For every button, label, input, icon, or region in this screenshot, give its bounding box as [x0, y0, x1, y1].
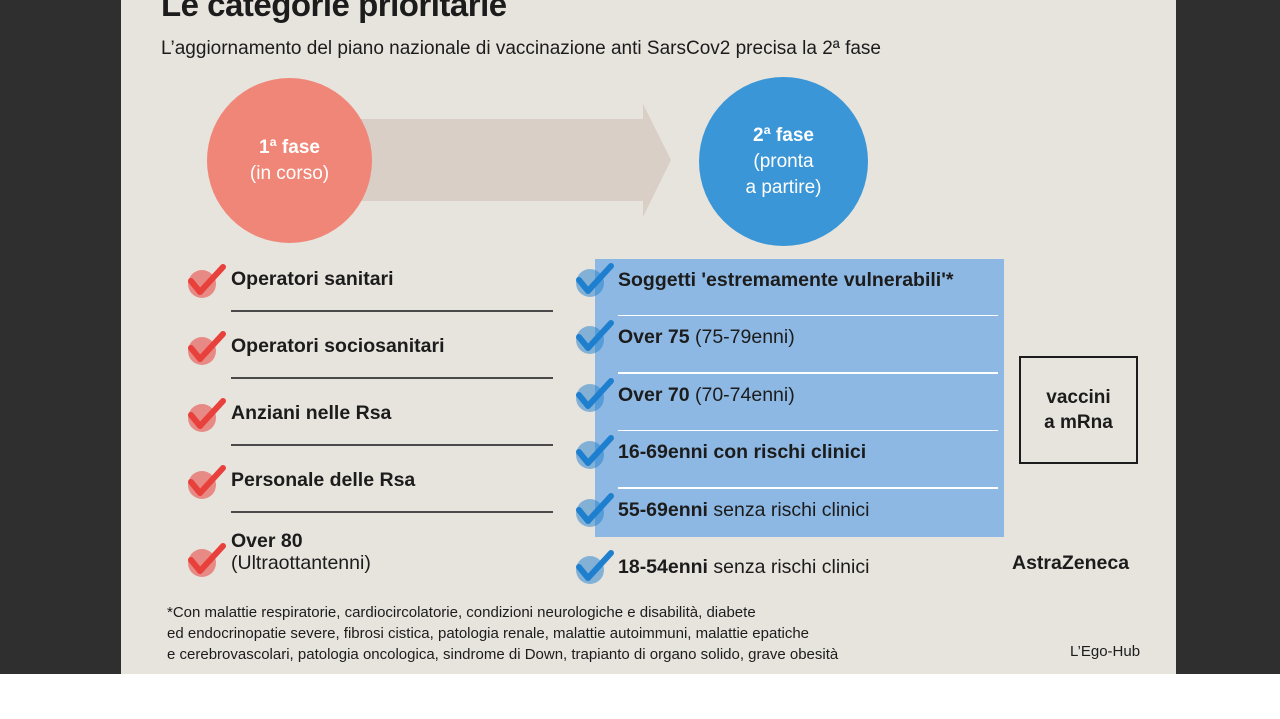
- item-divider: [618, 487, 998, 489]
- phase2-title: 2ª fase: [753, 124, 814, 146]
- blue-check-icon: [576, 377, 614, 412]
- mrna-vaccine-label: vaccini a mRna: [1019, 356, 1138, 464]
- phase2-item-text: Over 70 (70-74enni): [618, 383, 795, 406]
- phase2-item-text: Soggetti 'estremamente vulnerabili'*: [618, 269, 954, 291]
- phase2-status-line1: (pronta: [753, 150, 814, 172]
- item-divider: [231, 310, 553, 312]
- phase2-item: 18-54enni senza rischi clinici: [573, 546, 1004, 603]
- phase2-item-text: 18-54enni senza rischi clinici: [618, 555, 870, 578]
- mrna-label-line2: a mRna: [1044, 412, 1113, 433]
- blue-check-icon: [576, 549, 614, 584]
- phase1-item-text: Operatori sociosanitari: [231, 335, 445, 357]
- item-divider: [231, 511, 553, 513]
- phase2-item: 16-69enni con rischi clinici: [573, 431, 1004, 489]
- right-dark-margin: [1176, 0, 1280, 674]
- phase1-status: (in corso): [249, 162, 330, 184]
- footnote-line: e cerebrovascolari, patologia oncologica…: [167, 646, 839, 663]
- item-divider: [618, 429, 998, 432]
- phase1-item-text: Operatori sanitari: [231, 268, 394, 290]
- blue-check-icon: [576, 435, 614, 470]
- phase2-category-list: Soggetti 'estremamente vulnerabili'* Ove…: [573, 259, 1004, 603]
- phase2-item: Soggetti 'estremamente vulnerabili'*: [573, 259, 1004, 317]
- arrow-shape: [351, 104, 671, 217]
- mrna-highlight-box: [595, 259, 1004, 537]
- red-check-icon: [188, 465, 226, 499]
- phase2-item: Over 75 (75-79enni): [573, 316, 1004, 374]
- phase1-item-text: Over 80 (Ultraottantenni): [231, 530, 371, 574]
- footnote-line: ed endocrinopatie severe, fibrosi cistic…: [167, 625, 810, 642]
- item-divider: [618, 372, 998, 374]
- footnote: *Con malattie respiratorie, cardiocircol…: [167, 602, 987, 665]
- phase2-status-line2: a partire): [745, 176, 822, 198]
- phase1-item: Personale delle Rsa: [185, 458, 553, 525]
- phase1-category-list: Operatori sanitari Operatori sociosanita…: [185, 257, 553, 592]
- phase1-item-text: Personale delle Rsa: [231, 469, 416, 491]
- phase-transition-arrow: [351, 104, 671, 217]
- phase1-circle: 1ª fase (in corso): [207, 78, 372, 243]
- red-check-icon: [188, 331, 226, 365]
- footnote-line: *Con malattie respiratorie, cardiocircol…: [167, 604, 756, 621]
- left-dark-margin: [0, 0, 121, 674]
- phase1-item: Anziani nelle Rsa: [185, 391, 553, 458]
- blue-check-icon: [576, 492, 614, 527]
- phase2-item-text: Over 75 (75-79enni): [618, 326, 795, 349]
- infographic-panel: Le categorie prioritarie L’aggiornamento…: [121, 0, 1176, 674]
- phase2-item-text: 16-69enni con rischi clinici: [618, 441, 867, 464]
- blue-check-icon: [576, 320, 614, 355]
- phase1-title: 1ª fase: [259, 136, 320, 158]
- source-credit: L’Ego-Hub: [1070, 643, 1141, 660]
- astrazeneca-label: AstraZeneca: [1012, 552, 1130, 574]
- red-check-icon: [188, 398, 226, 432]
- phase1-item: Operatori sociosanitari: [185, 324, 553, 391]
- blue-check-icon: [576, 263, 614, 297]
- phase1-item: Over 80 (Ultraottantenni): [185, 525, 553, 592]
- infographic-title: Le categorie prioritarie: [161, 0, 507, 23]
- phase2-item-text: 55-69enni senza rischi clinici: [618, 498, 870, 521]
- infographic-subtitle: L’aggiornamento del piano nazionale di v…: [161, 38, 881, 59]
- phase2-circle: 2ª fase (pronta a partire): [699, 77, 868, 246]
- item-divider: [618, 314, 998, 317]
- mrna-label-line1: vaccini: [1046, 387, 1111, 408]
- red-check-icon: [188, 543, 226, 577]
- phase1-item: Operatori sanitari: [185, 257, 553, 324]
- phase1-item-text: Anziani nelle Rsa: [231, 402, 392, 424]
- phase2-item: 55-69enni senza rischi clinici: [573, 489, 1004, 546]
- item-divider: [231, 377, 553, 379]
- phase2-item: Over 70 (70-74enni): [573, 374, 1004, 432]
- red-check-icon: [188, 264, 226, 298]
- item-divider: [231, 444, 553, 446]
